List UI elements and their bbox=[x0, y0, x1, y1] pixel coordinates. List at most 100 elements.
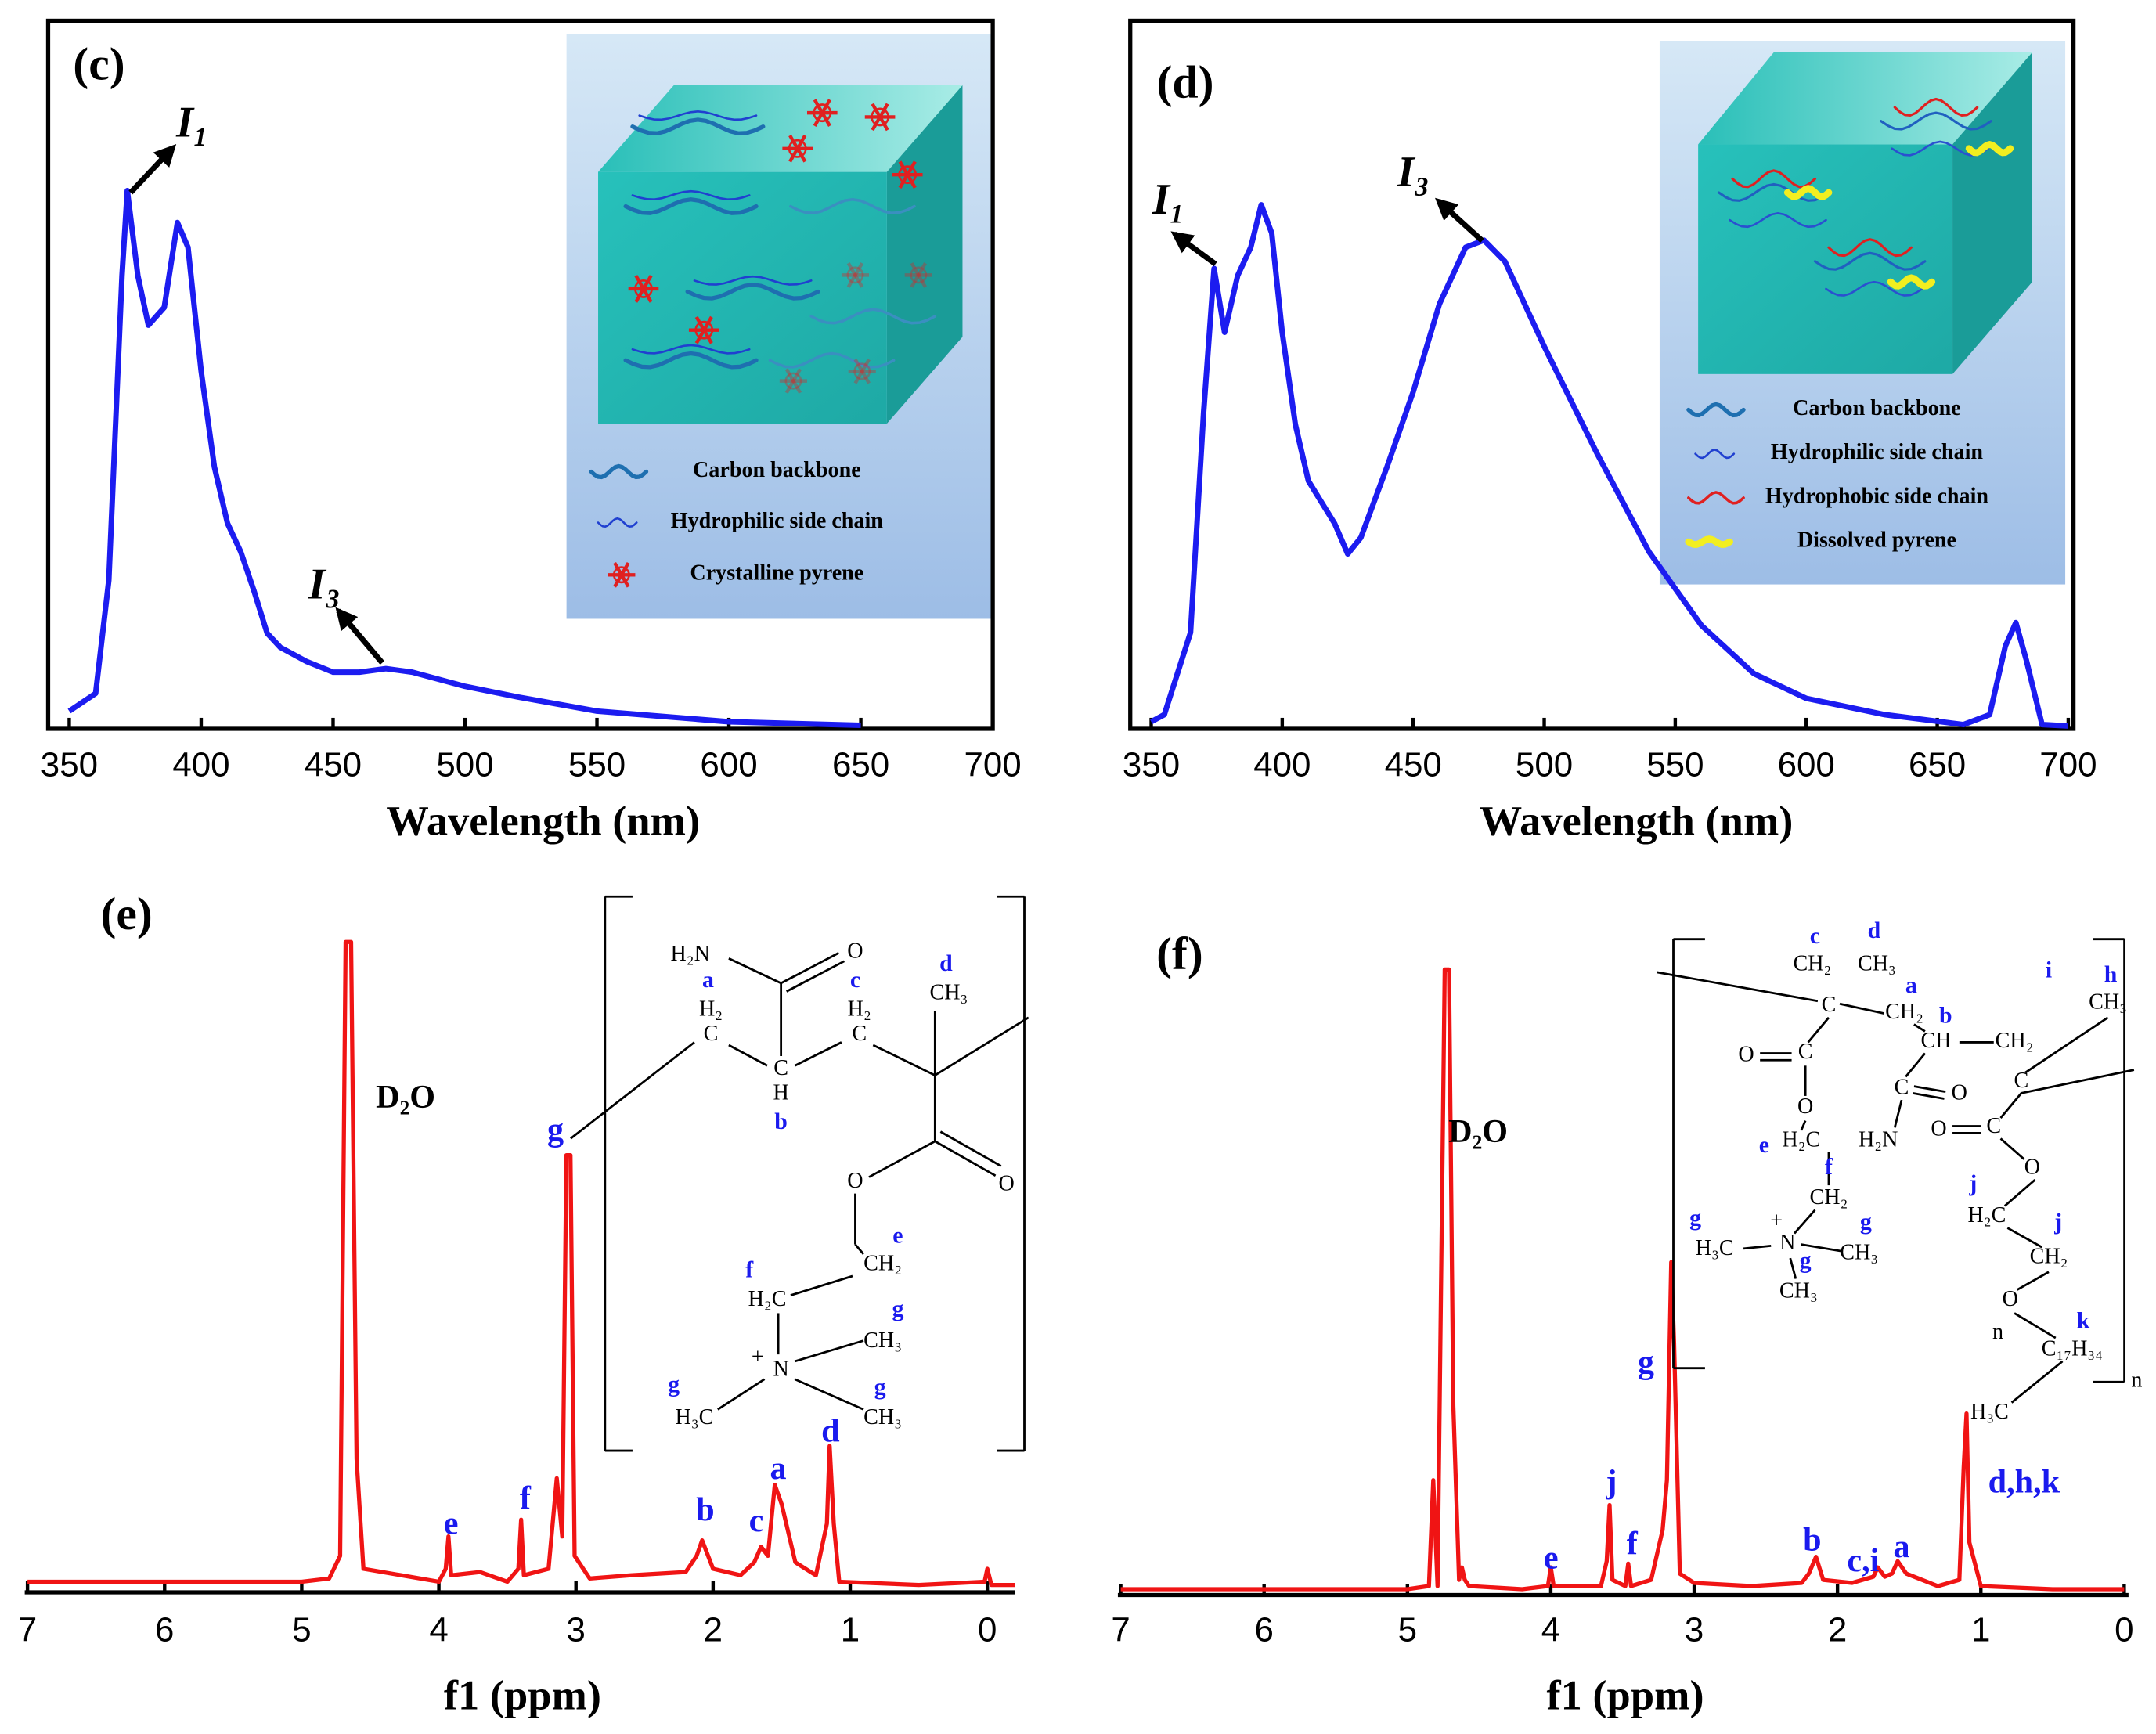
panel-label: (e) bbox=[100, 888, 152, 939]
snowflake bbox=[694, 320, 714, 340]
structure-label: b bbox=[1939, 1003, 1952, 1029]
snowflake bbox=[612, 566, 630, 584]
squiggle bbox=[1685, 535, 1733, 548]
arrow bbox=[128, 143, 177, 195]
spectrum-line bbox=[1120, 967, 2125, 1592]
structure-label: H₂ bbox=[699, 997, 723, 1021]
x-tick-label: 650 bbox=[832, 746, 889, 784]
squiggle bbox=[1686, 402, 1746, 418]
annotation: e bbox=[444, 1505, 459, 1541]
x-tick-label: 450 bbox=[1385, 746, 1442, 784]
structure-label: k bbox=[2077, 1308, 2090, 1334]
annotation: f bbox=[520, 1480, 532, 1517]
structure-label: g bbox=[892, 1296, 903, 1321]
structure-label: CH₃ bbox=[1858, 952, 1896, 976]
spectrum-line bbox=[1149, 202, 2069, 729]
bond bbox=[1801, 1243, 1843, 1253]
annotation: c,i bbox=[1847, 1542, 1879, 1579]
annotation: b bbox=[696, 1491, 714, 1528]
structure-label: + bbox=[1770, 1209, 1783, 1233]
structure-label: C bbox=[1986, 1114, 2001, 1138]
bond bbox=[790, 1274, 853, 1296]
structure-label: H₂ bbox=[848, 997, 871, 1021]
structure-label: CH₃ bbox=[1840, 1240, 1878, 1264]
legend-label: Carbon backbone bbox=[1793, 396, 1961, 420]
snowflake bbox=[871, 103, 889, 132]
panel-label: (c) bbox=[73, 38, 124, 90]
arrow bbox=[1170, 231, 1217, 267]
structure-label: j bbox=[2053, 1209, 2062, 1235]
bond bbox=[1893, 1099, 1903, 1128]
structure-label: CH₃ bbox=[929, 980, 968, 1004]
structure-label: H₂C bbox=[1782, 1127, 1820, 1152]
x-tick-label: 3 bbox=[567, 1611, 586, 1649]
structure-label: h bbox=[2104, 961, 2118, 987]
snowflake bbox=[784, 372, 802, 390]
structure-label: N bbox=[1779, 1231, 1795, 1255]
snowflake bbox=[813, 103, 832, 123]
snowflake bbox=[694, 315, 713, 344]
legend-label: Carbon backbone bbox=[693, 458, 861, 482]
squiggle bbox=[623, 351, 759, 370]
structure-label: C bbox=[773, 1056, 788, 1080]
snowflake bbox=[784, 368, 802, 394]
bond bbox=[1789, 1257, 1797, 1279]
bond bbox=[934, 1016, 1029, 1076]
structure-label: N bbox=[773, 1357, 788, 1382]
structure-label: O bbox=[999, 1172, 1015, 1196]
structure-label: f bbox=[745, 1257, 754, 1283]
squiggle bbox=[589, 463, 649, 480]
bond bbox=[854, 1243, 865, 1255]
squiggle bbox=[1687, 491, 1745, 505]
squiggle bbox=[1825, 280, 1923, 297]
structure-label: CH₂ bbox=[2030, 1245, 2068, 1269]
structure-label: i bbox=[2046, 957, 2052, 983]
structure-label: d bbox=[1868, 917, 1881, 943]
x-tick-label: 1 bbox=[841, 1611, 860, 1649]
x-tick-label: 450 bbox=[305, 746, 362, 784]
structure-label: H₃C bbox=[676, 1405, 714, 1429]
annotation: a bbox=[770, 1450, 787, 1487]
structure-label: g bbox=[668, 1371, 680, 1397]
annotation: D₂O bbox=[376, 1079, 435, 1116]
bond bbox=[1839, 1002, 1884, 1015]
annotation: g bbox=[547, 1112, 564, 1148]
x-tick-label: 350 bbox=[41, 746, 98, 784]
bond bbox=[934, 1140, 997, 1177]
bond bbox=[939, 1130, 1002, 1167]
x-tick-label: 2 bbox=[1828, 1611, 1847, 1649]
bond bbox=[794, 1378, 864, 1411]
structure-label: O bbox=[847, 1169, 863, 1193]
snowflake bbox=[788, 134, 807, 163]
squiggle bbox=[789, 198, 916, 214]
x-tick-label: 550 bbox=[568, 746, 626, 784]
structure-label: H₃C bbox=[1696, 1236, 1734, 1260]
legend-label: Hydrophobic side chain bbox=[1765, 484, 1989, 508]
bond bbox=[2014, 1312, 2057, 1339]
annotation: c bbox=[749, 1502, 764, 1539]
squiggle bbox=[630, 117, 766, 135]
bond bbox=[872, 1044, 936, 1076]
structure-label: e bbox=[892, 1223, 903, 1249]
bond bbox=[2010, 1360, 2064, 1404]
structure-label: a bbox=[702, 967, 714, 993]
structure-label: H₂N bbox=[1859, 1127, 1898, 1152]
structure-label: j bbox=[1968, 1170, 1977, 1196]
bond bbox=[2003, 1179, 2036, 1207]
bond bbox=[1807, 1016, 1830, 1044]
squiggle bbox=[631, 189, 751, 200]
squiggle bbox=[1813, 251, 1927, 271]
spectrum-line bbox=[27, 939, 1015, 1588]
structure-label: CH bbox=[1920, 1029, 1951, 1053]
structure-label: CH₃ bbox=[2089, 990, 2127, 1015]
annotation: b bbox=[1803, 1521, 1821, 1558]
structure-label: H₂C bbox=[748, 1287, 787, 1311]
annotation: D₂O bbox=[1448, 1113, 1508, 1150]
bond bbox=[570, 1041, 695, 1140]
bond bbox=[2024, 1016, 2109, 1074]
annotation: e bbox=[1544, 1539, 1559, 1576]
arrow bbox=[1435, 197, 1484, 243]
structure-label: O bbox=[1738, 1042, 1754, 1066]
x-tick-label: 700 bbox=[964, 746, 1021, 784]
bond bbox=[2006, 1227, 2042, 1249]
